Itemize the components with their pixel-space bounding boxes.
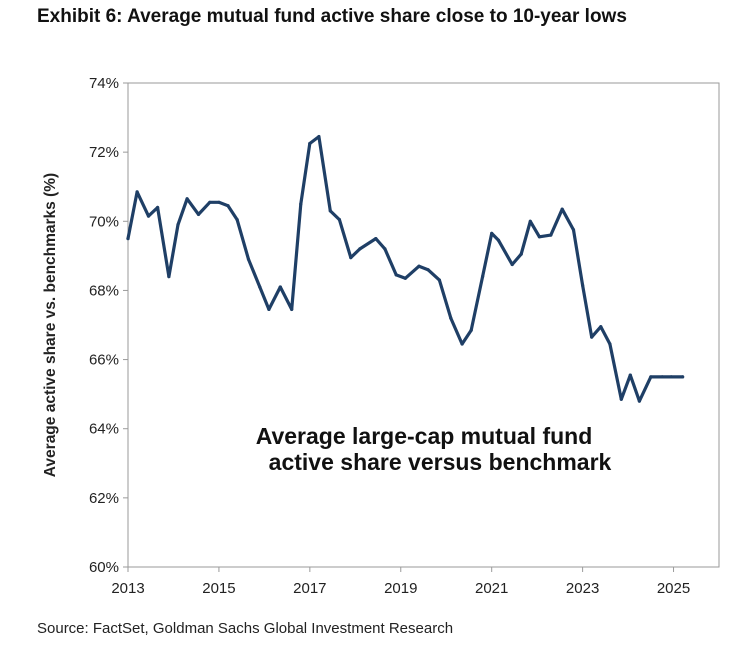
data-point	[185, 197, 189, 201]
data-point	[317, 135, 321, 139]
y-axis: 60% 62% 64% 66% 68% 70% 72% 74%	[89, 75, 128, 576]
data-point	[290, 307, 294, 311]
data-point	[590, 335, 594, 339]
data-point	[469, 328, 473, 332]
data-point	[490, 231, 494, 235]
chart-title: Exhibit 6: Average mutual fund active sh…	[37, 6, 627, 27]
source-note: Source: FactSet, Goldman Sachs Global In…	[37, 620, 454, 637]
data-point	[217, 200, 221, 204]
data-point	[403, 276, 407, 280]
data-point	[669, 375, 673, 379]
x-axis: 2013 2015 2017 2019 2021 2023 2025	[111, 567, 690, 597]
data-point	[560, 207, 564, 211]
y-tick-label: 64%	[89, 421, 119, 438]
data-point	[208, 200, 212, 204]
data-point	[628, 373, 632, 377]
data-point	[235, 218, 239, 222]
x-tick-label: 2017	[293, 580, 326, 597]
data-point	[519, 252, 523, 256]
y-tick-label: 74%	[89, 75, 119, 92]
data-point	[358, 247, 362, 251]
data-point	[496, 238, 501, 242]
data-point	[246, 257, 251, 261]
data-point	[510, 262, 514, 267]
data-point	[308, 141, 312, 146]
data-point	[337, 218, 341, 222]
data-point	[426, 268, 430, 272]
data-point	[481, 275, 485, 279]
x-tick-label: 2023	[566, 580, 599, 597]
y-axis-title: Average active share vs. benchmarks (%)	[42, 173, 59, 477]
data-point	[437, 278, 441, 282]
x-tick-label: 2025	[657, 580, 690, 597]
y-tick-label: 72%	[89, 144, 119, 161]
data-point	[571, 228, 576, 232]
annotation-line-2: active share versus benchmark	[269, 449, 612, 475]
series-line	[126, 135, 685, 403]
x-tick-label: 2019	[384, 580, 417, 597]
data-point	[383, 247, 387, 251]
data-point	[126, 237, 130, 241]
y-tick-label: 62%	[89, 490, 119, 507]
data-point	[537, 235, 542, 239]
annotation-line-1: Average large-cap mutual fund	[256, 423, 593, 449]
data-point	[637, 399, 642, 403]
data-point	[328, 209, 332, 213]
x-tick-label: 2015	[202, 580, 235, 597]
data-point	[176, 223, 180, 227]
data-point	[660, 375, 664, 379]
data-point	[449, 316, 453, 320]
data-point	[267, 307, 271, 311]
data-point	[156, 205, 160, 210]
data-point	[681, 375, 685, 379]
plot-area-frame	[127, 82, 720, 568]
data-point	[299, 202, 303, 206]
data-point	[278, 285, 282, 289]
data-point	[460, 342, 464, 346]
data-point	[146, 214, 151, 218]
x-tick-label: 2021	[475, 580, 508, 597]
data-point	[349, 256, 353, 260]
data-point	[167, 275, 171, 279]
data-point	[599, 325, 603, 329]
data-point	[528, 219, 532, 223]
y-tick-label: 66%	[89, 352, 119, 369]
y-tick-label: 60%	[89, 559, 119, 576]
series-points	[126, 135, 685, 403]
data-point	[258, 285, 262, 289]
data-point	[196, 212, 201, 216]
data-point	[394, 273, 398, 277]
data-point	[226, 204, 230, 208]
data-point	[581, 283, 585, 287]
data-point	[135, 190, 139, 194]
data-point	[608, 342, 612, 346]
y-tick-label: 68%	[89, 282, 119, 299]
data-point	[374, 237, 378, 241]
x-tick-label: 2013	[111, 580, 144, 597]
y-tick-label: 70%	[89, 213, 119, 230]
data-point	[649, 375, 653, 379]
data-point	[417, 264, 421, 268]
data-point	[549, 233, 553, 237]
data-point	[619, 397, 623, 401]
